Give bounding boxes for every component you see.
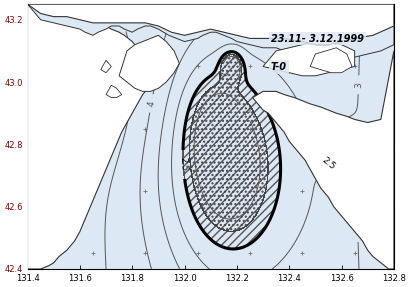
Text: 3.5: 3.5 bbox=[223, 3, 240, 17]
Text: 2: 2 bbox=[217, 70, 227, 77]
Polygon shape bbox=[27, 4, 158, 269]
Polygon shape bbox=[252, 51, 393, 269]
Polygon shape bbox=[309, 48, 351, 73]
Text: 2.5: 2.5 bbox=[178, 157, 188, 172]
Polygon shape bbox=[101, 60, 111, 73]
Polygon shape bbox=[27, 4, 393, 45]
Text: 5: 5 bbox=[58, 154, 68, 164]
Text: 23.11- 3.12.1999: 23.11- 3.12.1999 bbox=[270, 34, 363, 44]
Text: 2: 2 bbox=[352, 134, 361, 144]
Polygon shape bbox=[106, 85, 121, 98]
Text: T-0: T-0 bbox=[270, 62, 286, 71]
Text: 2.5: 2.5 bbox=[319, 156, 336, 172]
Polygon shape bbox=[27, 4, 393, 63]
Text: 3: 3 bbox=[352, 230, 362, 236]
Text: 3: 3 bbox=[353, 82, 362, 88]
Polygon shape bbox=[119, 35, 179, 91]
Text: 2: 2 bbox=[239, 107, 250, 117]
Text: 4: 4 bbox=[146, 100, 156, 107]
Polygon shape bbox=[263, 42, 354, 76]
Text: 4.5: 4.5 bbox=[116, 9, 128, 26]
